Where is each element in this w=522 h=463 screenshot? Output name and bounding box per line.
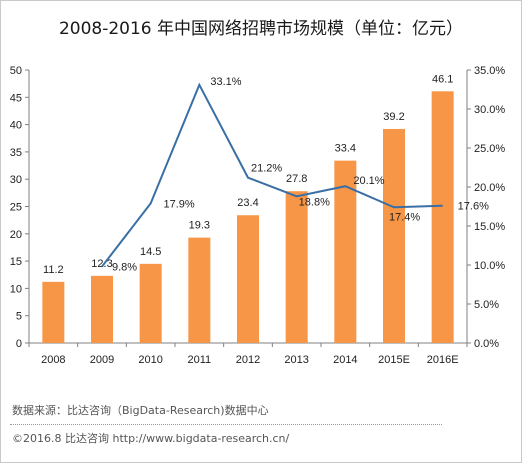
y-left-tick-label: 15 <box>10 256 22 268</box>
line-value-label: 17.6% <box>458 201 489 213</box>
bar-value-label: 14.5 <box>140 246 161 258</box>
footer-divider <box>10 424 442 425</box>
x-tick-label: 2015E <box>378 354 410 366</box>
y-right-tick-label: 15.0% <box>474 221 505 233</box>
bar-value-label: 12.3 <box>91 258 112 270</box>
y-right-tick-label: 20.0% <box>474 182 505 194</box>
bar <box>285 191 308 343</box>
x-tick-label: 2010 <box>138 354 162 366</box>
y-left-tick-label: 50 <box>10 65 22 77</box>
x-tick-label: 2013 <box>284 354 308 366</box>
chart-title: 2008-2016 年中国网络招聘市场规模（单位：亿元） <box>58 19 464 39</box>
y-left-tick-label: 20 <box>10 229 22 241</box>
bar <box>383 128 405 343</box>
line-value-label: 20.1% <box>353 175 384 187</box>
y-left-tick-label: 25 <box>10 202 22 214</box>
bar <box>237 215 259 343</box>
bar-value-label: 46.1 <box>432 73 453 85</box>
y-left-tick-label: 5 <box>16 311 22 323</box>
x-tick-label: 2012 <box>236 354 260 366</box>
bar-value-label: 23.4 <box>237 197 258 209</box>
line-value-label: 17.9% <box>163 198 194 210</box>
y-right-tick-label: 0.0% <box>474 338 499 350</box>
bar <box>139 263 162 343</box>
bar <box>42 281 65 343</box>
bar-value-label: 39.2 <box>383 111 404 123</box>
x-tick-label: 2014 <box>333 354 357 366</box>
y-right-tick-label: 30.0% <box>474 104 505 116</box>
x-tick-label: 2008 <box>41 354 65 366</box>
y-left-tick-label: 0 <box>16 338 22 350</box>
y-left-tick-label: 35 <box>10 147 22 159</box>
bar-value-label: 33.4 <box>335 143 356 155</box>
line-value-label: 9.8% <box>112 262 137 274</box>
x-tick-label: 2009 <box>90 354 114 366</box>
bar <box>431 91 454 343</box>
y-right-tick-label: 10.0% <box>474 260 505 272</box>
y-left-tick-label: 30 <box>10 174 22 186</box>
line-value-label: 33.1% <box>210 76 241 88</box>
line-value-label: 18.8% <box>299 196 330 208</box>
y-right-tick-label: 25.0% <box>474 143 505 155</box>
y-right-tick-label: 5.0% <box>474 299 499 311</box>
y-left-tick-label: 45 <box>10 92 22 104</box>
line-value-label: 17.4% <box>389 211 420 223</box>
growth-rate-line <box>101 82 443 268</box>
bar <box>91 275 113 343</box>
bar <box>188 237 211 343</box>
data-source-note: 数据来源：比达咨询（BigData-Research)数据中心 <box>12 404 269 417</box>
y-left-tick-label: 10 <box>10 283 22 295</box>
x-tick-label: 2011 <box>188 354 212 366</box>
line-value-label: 21.2% <box>251 163 282 175</box>
y-left-tick-label: 40 <box>10 120 22 132</box>
y-right-tick-label: 35.0% <box>474 65 505 77</box>
bar-value-label: 11.2 <box>43 264 64 276</box>
bar <box>334 160 357 343</box>
bar-value-label: 27.8 <box>286 173 307 185</box>
bar-value-label: 19.3 <box>189 220 210 232</box>
copyright-note: ©2016.8 比达咨询 http://www.bigdata-research… <box>12 432 290 445</box>
x-tick-label: 2016E <box>427 354 459 366</box>
